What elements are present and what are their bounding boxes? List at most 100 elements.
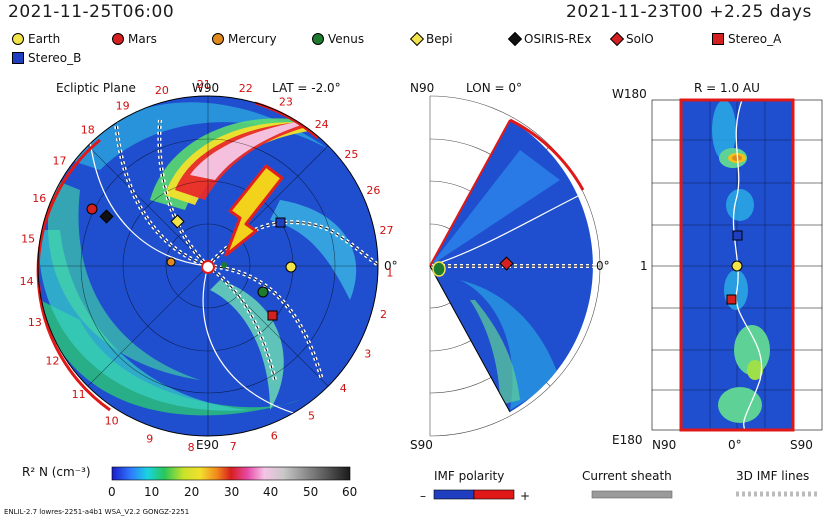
legend-label: Bepi	[426, 32, 453, 46]
earth-marker-icon	[12, 33, 24, 45]
legend-stereo-b: Stereo_B	[12, 51, 81, 65]
carrington-number: 10	[105, 414, 119, 427]
legend-mars: Mars	[112, 32, 157, 46]
carrington-number: 14	[20, 275, 34, 288]
map-top-left: W180	[612, 87, 647, 101]
carrington-number: 5	[308, 410, 315, 423]
mercury-marker	[166, 257, 176, 267]
colorbar-ticks: 0 10 20 30 40 50 60	[108, 485, 357, 499]
meridional-right-label: 0°	[596, 259, 610, 273]
legend-label: Mars	[128, 32, 157, 46]
carrington-number: 1	[386, 266, 393, 279]
colorbar-label: R² N (cm⁻³)	[22, 465, 91, 479]
legend-earth: Earth	[12, 32, 60, 46]
imf-plus: +	[520, 489, 530, 503]
map-grid	[651, 98, 823, 432]
stereo-a-map-marker	[726, 294, 737, 305]
carrington-number: 12	[46, 355, 60, 368]
legend-label: OSIRIS-REx	[524, 32, 592, 46]
carrington-number: 26	[366, 184, 380, 197]
stereo-b-marker	[275, 217, 286, 228]
carrington-number: 13	[28, 316, 42, 329]
carrington-number: 7	[230, 440, 237, 453]
meridional-top-label: N90	[410, 81, 434, 95]
carrington-number: 25	[344, 148, 358, 161]
mercury-marker-icon	[212, 33, 224, 45]
datetime-right: 2021-11-23T00 +2.25 days	[566, 2, 812, 22]
carrington-number: 23	[279, 96, 293, 109]
meridional-bottom-label: S90	[410, 438, 433, 452]
solo-marker	[221, 262, 227, 268]
venus-marker-icon	[312, 33, 324, 45]
ecliptic-top-label: W90	[192, 81, 219, 95]
colorbar-tick: 10	[144, 485, 159, 499]
footer-text: ENLIL-2.7 lowres-2251-a4b1 WSA_V2.2 GONG…	[4, 508, 189, 516]
datetime-left: 2021-11-25T06:00	[8, 2, 175, 22]
stereo-b-map-marker	[732, 230, 743, 241]
carrington-number: 15	[21, 233, 35, 246]
current-sheath-label: Current sheath	[582, 469, 672, 483]
imf-minus: –	[420, 489, 426, 503]
colorbar-tick: 40	[263, 485, 278, 499]
colorbar-tick: 30	[224, 485, 239, 499]
map-left-mid: 1	[640, 259, 648, 273]
ecliptic-bottom-label: E90	[196, 438, 219, 452]
imf-negative-swatch	[433, 489, 475, 500]
carrington-number: 4	[340, 382, 347, 395]
earth-map-marker	[731, 260, 743, 272]
carrington-number: 17	[53, 155, 67, 168]
legend-label: Mercury	[228, 32, 277, 46]
meridional-disk	[429, 95, 601, 437]
colorbar	[111, 466, 351, 481]
ecliptic-markers	[86, 203, 297, 321]
sun-marker	[201, 260, 215, 274]
carrington-number: 19	[116, 99, 130, 112]
map-tick-n90: N90	[652, 438, 676, 452]
legend-label: Earth	[28, 32, 61, 46]
map-tick-s90: S90	[790, 438, 813, 452]
carrington-number: 16	[32, 192, 46, 205]
carrington-number: 9	[146, 432, 153, 445]
carrington-number: 20	[155, 84, 169, 97]
venus-meridional-marker	[432, 261, 446, 277]
ecliptic-right-label: 0°	[384, 259, 398, 273]
carrington-number: 6	[271, 430, 278, 443]
ecliptic-title: Ecliptic Plane	[56, 81, 136, 95]
legend-venus: Venus	[312, 32, 364, 46]
mars-marker-icon	[112, 33, 124, 45]
bepi-marker	[170, 214, 185, 229]
meridional-lon: LON = 0°	[466, 81, 522, 95]
colorbar-tick: 50	[303, 485, 318, 499]
colorbar-tick: 20	[184, 485, 199, 499]
stereo-b-marker-icon	[12, 52, 24, 64]
solo-meridional-marker	[499, 256, 514, 271]
carrington-number: 2	[380, 308, 387, 321]
colorbar-tick: 0	[108, 485, 116, 499]
legend-osiris: OSIRIS-REx	[507, 31, 592, 47]
map-bottom-left: E180	[612, 433, 643, 447]
carrington-number: 8	[188, 441, 195, 454]
carrington-number: 22	[239, 82, 253, 95]
legend-label: Stereo_B	[28, 51, 82, 65]
stereo-a-marker	[267, 310, 278, 321]
carrington-number: 27	[380, 224, 394, 237]
carrington-number: 3	[364, 347, 371, 360]
legend-label: SolO	[626, 32, 654, 46]
mars-marker	[86, 203, 98, 215]
imf-positive-swatch	[473, 489, 515, 500]
imf-polarity-label: IMF polarity	[434, 469, 504, 483]
current-sheath-swatch	[591, 490, 673, 499]
colorbar-tick: 60	[342, 485, 357, 499]
map-tick-0: 0°	[728, 438, 742, 452]
legend-label: Stereo_A	[728, 32, 782, 46]
carrington-number: 18	[81, 123, 95, 136]
carrington-number: 21	[197, 78, 211, 91]
stereo-a-marker-icon	[712, 33, 724, 45]
legend-bepi: Bepi	[409, 31, 453, 47]
map-r-label: R = 1.0 AU	[694, 81, 760, 95]
imf-lines-label: 3D IMF lines	[736, 469, 809, 483]
venus-marker	[257, 286, 269, 298]
legend-stereo-a: Stereo_A	[712, 32, 781, 46]
legend-mercury: Mercury	[212, 32, 277, 46]
